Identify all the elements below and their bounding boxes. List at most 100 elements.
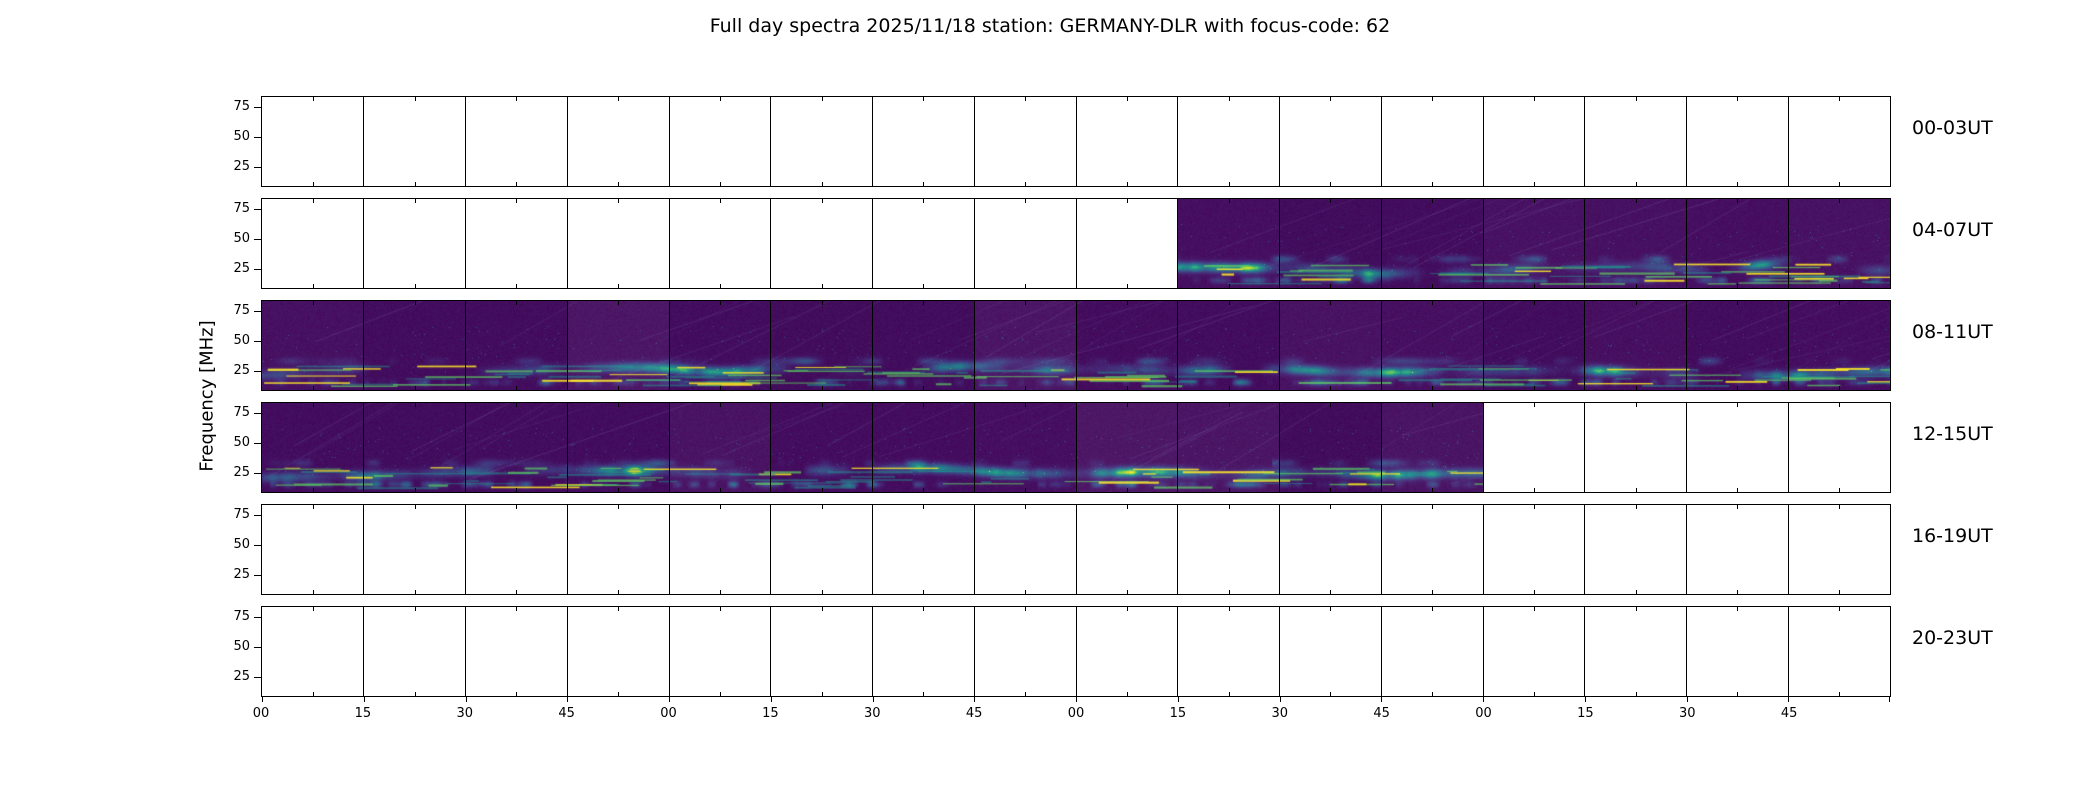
panel-divider bbox=[668, 505, 670, 594]
panel-tick-bottom bbox=[1025, 692, 1027, 696]
panel-divider bbox=[1482, 607, 1484, 696]
panel-divider bbox=[363, 607, 365, 696]
panel-tick-top bbox=[618, 403, 620, 407]
row-time-label: 04-07UT bbox=[1912, 219, 1993, 241]
panel-divider bbox=[1075, 301, 1077, 390]
panel-tick-bottom bbox=[1839, 590, 1841, 594]
panel-tick-bottom bbox=[1635, 284, 1637, 288]
panel-tick-bottom bbox=[414, 488, 416, 492]
panel-tick-top bbox=[516, 97, 518, 101]
x-tick-mark bbox=[1381, 696, 1382, 702]
panel-divider bbox=[1787, 403, 1789, 492]
panel-tick-top bbox=[618, 505, 620, 509]
panel-divider bbox=[1787, 505, 1789, 594]
x-tick-label: 45 bbox=[1373, 706, 1390, 721]
panel-tick-top bbox=[1737, 403, 1739, 407]
panel-divider bbox=[872, 403, 873, 492]
panel-tick-top bbox=[821, 301, 823, 305]
panel-divider bbox=[566, 607, 568, 696]
panel-tick-bottom bbox=[1228, 590, 1230, 594]
panel-tick-top bbox=[821, 607, 823, 611]
panel-tick-top bbox=[923, 403, 925, 407]
panel-tick-bottom bbox=[1737, 284, 1739, 288]
panel-tick-top bbox=[1737, 199, 1739, 203]
panel-tick-bottom bbox=[312, 590, 314, 594]
panel-tick-bottom bbox=[1432, 182, 1434, 186]
panel-tick-bottom bbox=[414, 284, 416, 288]
panel-tick-bottom bbox=[1228, 692, 1230, 696]
panel-divider bbox=[1787, 607, 1789, 696]
x-tick-mark bbox=[669, 696, 670, 702]
panel-tick-top bbox=[414, 301, 416, 305]
panel-divider bbox=[1686, 505, 1687, 594]
panel-divider bbox=[1787, 301, 1789, 390]
panel-tick-top bbox=[414, 403, 416, 407]
panel-tick-bottom bbox=[923, 182, 925, 186]
panel-tick-top bbox=[1635, 97, 1637, 101]
panel-divider bbox=[566, 199, 568, 288]
panel-divider bbox=[1584, 301, 1586, 390]
panel-tick-bottom bbox=[1839, 386, 1841, 390]
y-tick-mark bbox=[254, 617, 261, 618]
panel-tick-bottom bbox=[516, 386, 518, 390]
panel-tick-top bbox=[618, 97, 620, 101]
y-axis-label: Frequency [MHz] bbox=[196, 320, 218, 472]
panel-divider bbox=[973, 199, 975, 288]
y-tick-label: 75 bbox=[233, 405, 250, 420]
panel-tick-bottom bbox=[719, 692, 721, 696]
panel-divider bbox=[1584, 607, 1586, 696]
x-tick-label: 30 bbox=[1678, 706, 1696, 721]
x-tick-mark bbox=[1585, 696, 1586, 702]
panel-tick-top bbox=[1025, 505, 1027, 509]
panel-tick-bottom bbox=[1635, 692, 1637, 696]
y-tick-mark bbox=[254, 209, 261, 210]
panel-divider bbox=[770, 97, 772, 186]
panel-tick-bottom bbox=[1126, 284, 1128, 288]
x-tick-mark bbox=[974, 696, 975, 702]
y-tick-mark bbox=[254, 107, 261, 108]
x-tick-label: 00 bbox=[660, 706, 677, 721]
panel-tick-top bbox=[1737, 301, 1739, 305]
x-tick-mark bbox=[1178, 696, 1179, 702]
panel-tick-bottom bbox=[618, 692, 620, 696]
panel-tick-top bbox=[1228, 505, 1230, 509]
panel-tick-top bbox=[414, 607, 416, 611]
spectra-row: 75 50 25 00-03UT bbox=[233, 96, 1993, 187]
panel-tick-top bbox=[719, 403, 721, 407]
panel-tick-top bbox=[1737, 505, 1739, 509]
x-tick-mark bbox=[1687, 696, 1688, 702]
panel-tick-bottom bbox=[1737, 386, 1739, 390]
panel-tick-bottom bbox=[719, 284, 721, 288]
panel-divider bbox=[1075, 403, 1077, 492]
panel-tick-top bbox=[1330, 403, 1332, 407]
spectra-row: 75 50 25 08-11UT bbox=[233, 300, 1993, 391]
panel-tick-top bbox=[1432, 97, 1434, 101]
panel-tick-bottom bbox=[821, 488, 823, 492]
row-time-label: 16-19UT bbox=[1912, 525, 1993, 547]
panel-tick-top bbox=[1839, 199, 1841, 203]
panel-divider bbox=[363, 199, 365, 288]
panel-divider bbox=[1177, 199, 1179, 288]
panel-tick-bottom bbox=[414, 692, 416, 696]
x-tick-mark bbox=[567, 696, 568, 702]
panel-divider bbox=[1380, 97, 1382, 186]
panel-tick-bottom bbox=[618, 386, 620, 390]
panel-tick-bottom bbox=[1737, 692, 1739, 696]
panel-divider bbox=[872, 301, 873, 390]
panel-divider bbox=[668, 607, 670, 696]
panel-tick-bottom bbox=[414, 386, 416, 390]
panel-divider bbox=[1380, 199, 1382, 288]
panel-tick-bottom bbox=[1330, 590, 1332, 594]
panel-tick-top bbox=[1126, 403, 1128, 407]
panel-divider bbox=[465, 199, 466, 288]
panel-tick-bottom bbox=[1737, 488, 1739, 492]
panel-tick-top bbox=[923, 199, 925, 203]
panel-divider bbox=[1482, 301, 1484, 390]
panel-tick-bottom bbox=[414, 590, 416, 594]
panel-divider bbox=[1584, 505, 1586, 594]
panel-tick-bottom bbox=[516, 182, 518, 186]
spectra-row: 75 50 25 04-07UT bbox=[233, 198, 1993, 289]
x-tick-mark bbox=[1076, 696, 1077, 702]
y-tick-mark bbox=[254, 137, 261, 138]
panel-tick-bottom bbox=[923, 386, 925, 390]
